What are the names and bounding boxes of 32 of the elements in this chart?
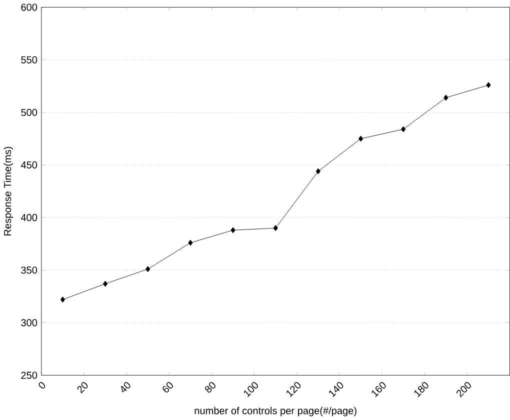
x-tick-label: 160 [372, 382, 386, 398]
x-tick-label: 20 [77, 382, 88, 394]
y-tick-label: 550 [21, 56, 38, 64]
y-tick-label: 600 [21, 4, 38, 11]
point [146, 266, 150, 272]
y-axis-title: Response Time(ms) [4, 146, 14, 236]
point [444, 94, 448, 101]
point [358, 136, 364, 142]
point [486, 82, 491, 88]
y-tick-label: 250 [21, 372, 38, 379]
y-tick-label: 300 [21, 319, 38, 326]
x-tick-label: 80 [205, 382, 216, 393]
point [102, 280, 108, 287]
x-tick-label: 100 [244, 382, 258, 398]
y-tick-label: 450 [20, 161, 38, 169]
point [401, 126, 406, 132]
x-tick-label: 180 [414, 382, 428, 398]
x-tick-label: 0 [38, 382, 46, 389]
x-tick-label: 140 [329, 382, 344, 398]
x-axis-title: number of controls per page(#/page) [194, 406, 356, 416]
point [273, 225, 278, 232]
x-tick-label: 120 [286, 382, 301, 398]
y-tick-label: 500 [21, 108, 38, 116]
x-tick-label: 200 [456, 382, 471, 398]
point [230, 227, 236, 234]
point [188, 240, 193, 246]
point [316, 168, 320, 174]
y-tick-label: 400 [20, 214, 38, 222]
y-tick-label: 350 [21, 266, 38, 274]
x-tick-label: 60 [162, 382, 173, 392]
x-tick-label: 40 [121, 382, 130, 392]
point [60, 296, 66, 303]
